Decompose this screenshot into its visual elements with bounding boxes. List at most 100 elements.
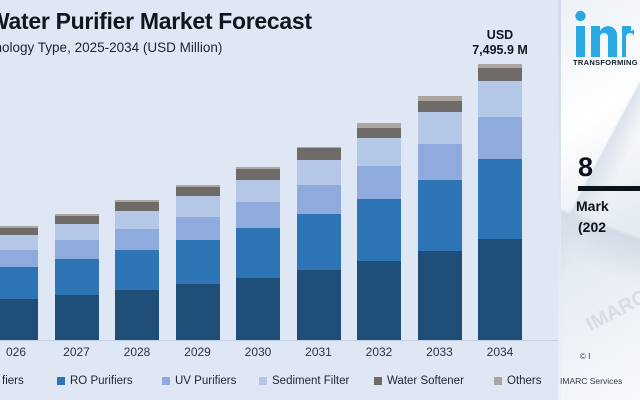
legend-item[interactable]: UV Purifiers: [162, 375, 236, 387]
legend-label: fiers: [2, 375, 24, 387]
bar-segment[interactable]: [0, 250, 38, 268]
bar-segment[interactable]: [115, 290, 159, 340]
bar-segment[interactable]: [417, 111, 462, 144]
bar-segment[interactable]: [236, 227, 280, 278]
x-axis-tick-label: 2031: [305, 345, 332, 359]
bar-segment[interactable]: [296, 146, 341, 149]
x-axis-tick-label: 2034: [486, 345, 514, 359]
legend-item[interactable]: RO Purifiers: [57, 375, 133, 387]
stacked-bar[interactable]: [296, 146, 341, 340]
bar-segment[interactable]: [296, 160, 341, 186]
bar-segment[interactable]: [54, 295, 99, 340]
copyright-text: © I: [580, 352, 591, 361]
bar-segment[interactable]: [478, 158, 522, 240]
bar-segment[interactable]: [357, 261, 401, 340]
bar-segment[interactable]: [175, 186, 220, 197]
bar-segment[interactable]: [175, 239, 220, 285]
stacked-bar[interactable]: [236, 166, 280, 340]
bar-segment[interactable]: [175, 196, 220, 217]
bar-segment[interactable]: [236, 277, 280, 340]
bar-segment[interactable]: [417, 100, 462, 112]
bar-segment[interactable]: [357, 123, 401, 128]
bar-segment[interactable]: [417, 251, 462, 340]
stacked-bar[interactable]: [357, 123, 401, 340]
bar-segment[interactable]: [296, 148, 341, 161]
bar-segment[interactable]: [0, 267, 38, 300]
bar-segment[interactable]: [115, 250, 159, 291]
stacked-bar[interactable]: [478, 63, 522, 340]
x-axis-tick-label: 2027: [63, 345, 90, 359]
panel-divider: [558, 0, 561, 400]
stat-label-line1: Mark: [576, 198, 609, 214]
bar-segment[interactable]: [296, 270, 341, 340]
bar-segment[interactable]: [478, 68, 522, 81]
bar-segment[interactable]: [54, 213, 99, 217]
x-axis-tick-label: 2029: [184, 345, 211, 359]
callout-value: 7,495.9 M: [472, 42, 528, 57]
bar-segment[interactable]: [175, 216, 220, 240]
bar-segment[interactable]: [478, 80, 522, 118]
stacked-bar[interactable]: [115, 200, 159, 340]
chart-legend: fiers RO Purifiers UV Purifiers Sediment Fi…: [0, 369, 558, 393]
stat-label-line2: (202: [578, 219, 607, 235]
legend-item[interactable]: Water Softener: [374, 375, 464, 387]
bar-segment[interactable]: [54, 216, 99, 225]
bar-segment[interactable]: [417, 96, 462, 101]
imarc-logo-icon: [575, 10, 640, 57]
bar-segment[interactable]: [357, 127, 401, 139]
bar-segment[interactable]: [296, 214, 341, 271]
bar-segment[interactable]: [417, 143, 462, 181]
bar-segment[interactable]: [357, 138, 401, 167]
bar-segment[interactable]: [115, 211, 159, 230]
bar-segment[interactable]: [478, 117, 522, 159]
bar-segment[interactable]: [175, 284, 220, 340]
legend-swatch-icon: [494, 377, 502, 385]
chart-panel: Water Purifier Market Forecast nnology T…: [0, 8, 558, 393]
bar-segment[interactable]: [0, 235, 38, 251]
bar-segment[interactable]: [236, 168, 280, 180]
legend-label: Others: [507, 375, 542, 387]
imarc-logo: [572, 8, 640, 65]
bar-segment[interactable]: [236, 202, 280, 228]
brand-background-graphic: [558, 0, 640, 400]
bar-segment[interactable]: [54, 259, 99, 296]
logo-tagline: TRANSFORMING: [573, 58, 638, 67]
bar-segment[interactable]: [478, 239, 522, 340]
stacked-bar[interactable]: [417, 96, 462, 340]
x-axis-tick-label: 2032: [365, 345, 393, 359]
stat-value: 8: [578, 152, 594, 182]
bar-segment[interactable]: [357, 166, 401, 199]
bar-segment[interactable]: [296, 185, 341, 215]
bar-segment[interactable]: [236, 166, 280, 169]
x-axis-tick-label: 2028: [123, 345, 151, 359]
bar-segment[interactable]: [357, 198, 401, 262]
legend-swatch-icon: [374, 377, 382, 385]
bar-segment[interactable]: [115, 200, 159, 203]
bar-segment[interactable]: [175, 184, 220, 187]
legend-label: Sediment Filter: [272, 375, 350, 387]
bar-segment[interactable]: [478, 63, 522, 69]
bar-segment[interactable]: [0, 225, 38, 228]
stacked-bar[interactable]: [0, 225, 38, 340]
legend-label: RO Purifiers: [70, 375, 133, 387]
bar-segment[interactable]: [54, 240, 99, 260]
stacked-bar[interactable]: [175, 184, 220, 340]
bar-segment[interactable]: [54, 224, 99, 241]
bar-segment[interactable]: [115, 229, 159, 251]
x-axis-tick-label: 2030: [244, 345, 272, 359]
legend-item[interactable]: fiers: [2, 375, 24, 387]
bar-segment[interactable]: [0, 228, 38, 236]
callout-currency: USD: [486, 27, 514, 42]
bar-segment[interactable]: [0, 299, 38, 340]
legend-item[interactable]: Sediment Filter: [259, 375, 349, 387]
page-title: Water Purifier Market Forecast: [0, 8, 312, 34]
bar-segment[interactable]: [417, 180, 462, 252]
stacked-bar[interactable]: [54, 213, 99, 340]
brand-panel: TRANSFORMING 8 Mark (202 IMARC © I IMARC…: [558, 0, 640, 400]
value-callout: USD 7,495.9 M: [472, 28, 528, 58]
bar-segment[interactable]: [236, 179, 280, 203]
x-axis: 026 2027 2028 2029 2030 2031 2032 2033 2034: [0, 341, 558, 363]
x-axis-line: [0, 340, 558, 341]
bar-segment[interactable]: [115, 202, 159, 212]
legend-item[interactable]: Others: [494, 375, 542, 387]
